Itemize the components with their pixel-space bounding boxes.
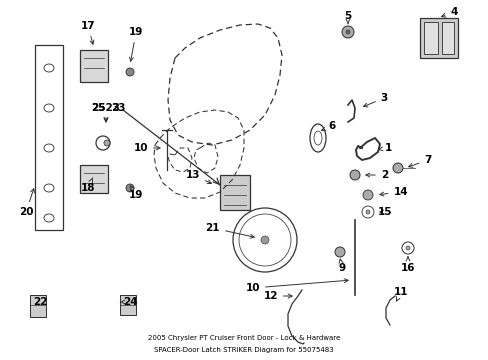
Text: 17: 17 bbox=[81, 21, 95, 44]
Text: 9: 9 bbox=[338, 259, 345, 273]
Ellipse shape bbox=[44, 184, 54, 192]
Circle shape bbox=[239, 214, 290, 266]
Circle shape bbox=[401, 242, 413, 254]
Bar bbox=[419, 18, 457, 58]
Text: 4: 4 bbox=[441, 7, 457, 17]
Text: 14: 14 bbox=[379, 187, 407, 197]
Text: 13: 13 bbox=[185, 170, 211, 184]
Circle shape bbox=[126, 68, 134, 76]
Bar bbox=[35, 45, 63, 230]
Text: 2005 Chrysler PT Cruiser Front Door - Lock & Hardware: 2005 Chrysler PT Cruiser Front Door - Lo… bbox=[147, 335, 340, 341]
Circle shape bbox=[392, 163, 402, 173]
Bar bbox=[80, 50, 108, 82]
Circle shape bbox=[104, 140, 110, 146]
Circle shape bbox=[96, 136, 110, 150]
Text: 6: 6 bbox=[321, 121, 335, 131]
Text: 25: 25 bbox=[91, 103, 105, 113]
Ellipse shape bbox=[44, 64, 54, 72]
Circle shape bbox=[232, 208, 296, 272]
Circle shape bbox=[405, 246, 409, 250]
Text: 11: 11 bbox=[393, 287, 407, 301]
Bar bbox=[80, 165, 108, 193]
Circle shape bbox=[365, 210, 369, 214]
Text: 2523: 2523 bbox=[91, 103, 120, 121]
Text: 21: 21 bbox=[205, 223, 254, 238]
Text: 16: 16 bbox=[400, 257, 414, 273]
Text: 19: 19 bbox=[128, 27, 143, 61]
Text: 15: 15 bbox=[377, 207, 391, 217]
Text: 3: 3 bbox=[363, 93, 387, 107]
Circle shape bbox=[126, 184, 134, 192]
Text: 2: 2 bbox=[365, 170, 387, 180]
Circle shape bbox=[334, 247, 345, 257]
Bar bbox=[220, 175, 249, 210]
Text: SPACER-Door Latch STRIKER Diagram for 55075483: SPACER-Door Latch STRIKER Diagram for 55… bbox=[154, 347, 333, 353]
Text: 22: 22 bbox=[34, 297, 48, 307]
Circle shape bbox=[349, 170, 359, 180]
Circle shape bbox=[341, 26, 353, 38]
Text: 10: 10 bbox=[133, 143, 160, 153]
Circle shape bbox=[361, 206, 373, 218]
Text: 1: 1 bbox=[378, 143, 391, 153]
Text: 19: 19 bbox=[128, 186, 143, 200]
Circle shape bbox=[261, 236, 268, 244]
Ellipse shape bbox=[44, 144, 54, 152]
Text: 23: 23 bbox=[110, 103, 125, 113]
Text: 10: 10 bbox=[245, 279, 347, 293]
FancyBboxPatch shape bbox=[120, 295, 136, 315]
Ellipse shape bbox=[44, 214, 54, 222]
Circle shape bbox=[346, 30, 349, 34]
Text: 7: 7 bbox=[408, 155, 431, 167]
Text: 5: 5 bbox=[344, 11, 351, 24]
Text: 20: 20 bbox=[19, 189, 34, 217]
Ellipse shape bbox=[44, 104, 54, 112]
Ellipse shape bbox=[309, 124, 325, 152]
Text: 24: 24 bbox=[120, 297, 138, 307]
Ellipse shape bbox=[313, 131, 321, 145]
Circle shape bbox=[362, 190, 372, 200]
Bar bbox=[423, 22, 437, 54]
Text: 18: 18 bbox=[81, 178, 95, 193]
FancyBboxPatch shape bbox=[30, 295, 46, 317]
Text: 12: 12 bbox=[263, 291, 291, 301]
Bar bbox=[441, 22, 453, 54]
